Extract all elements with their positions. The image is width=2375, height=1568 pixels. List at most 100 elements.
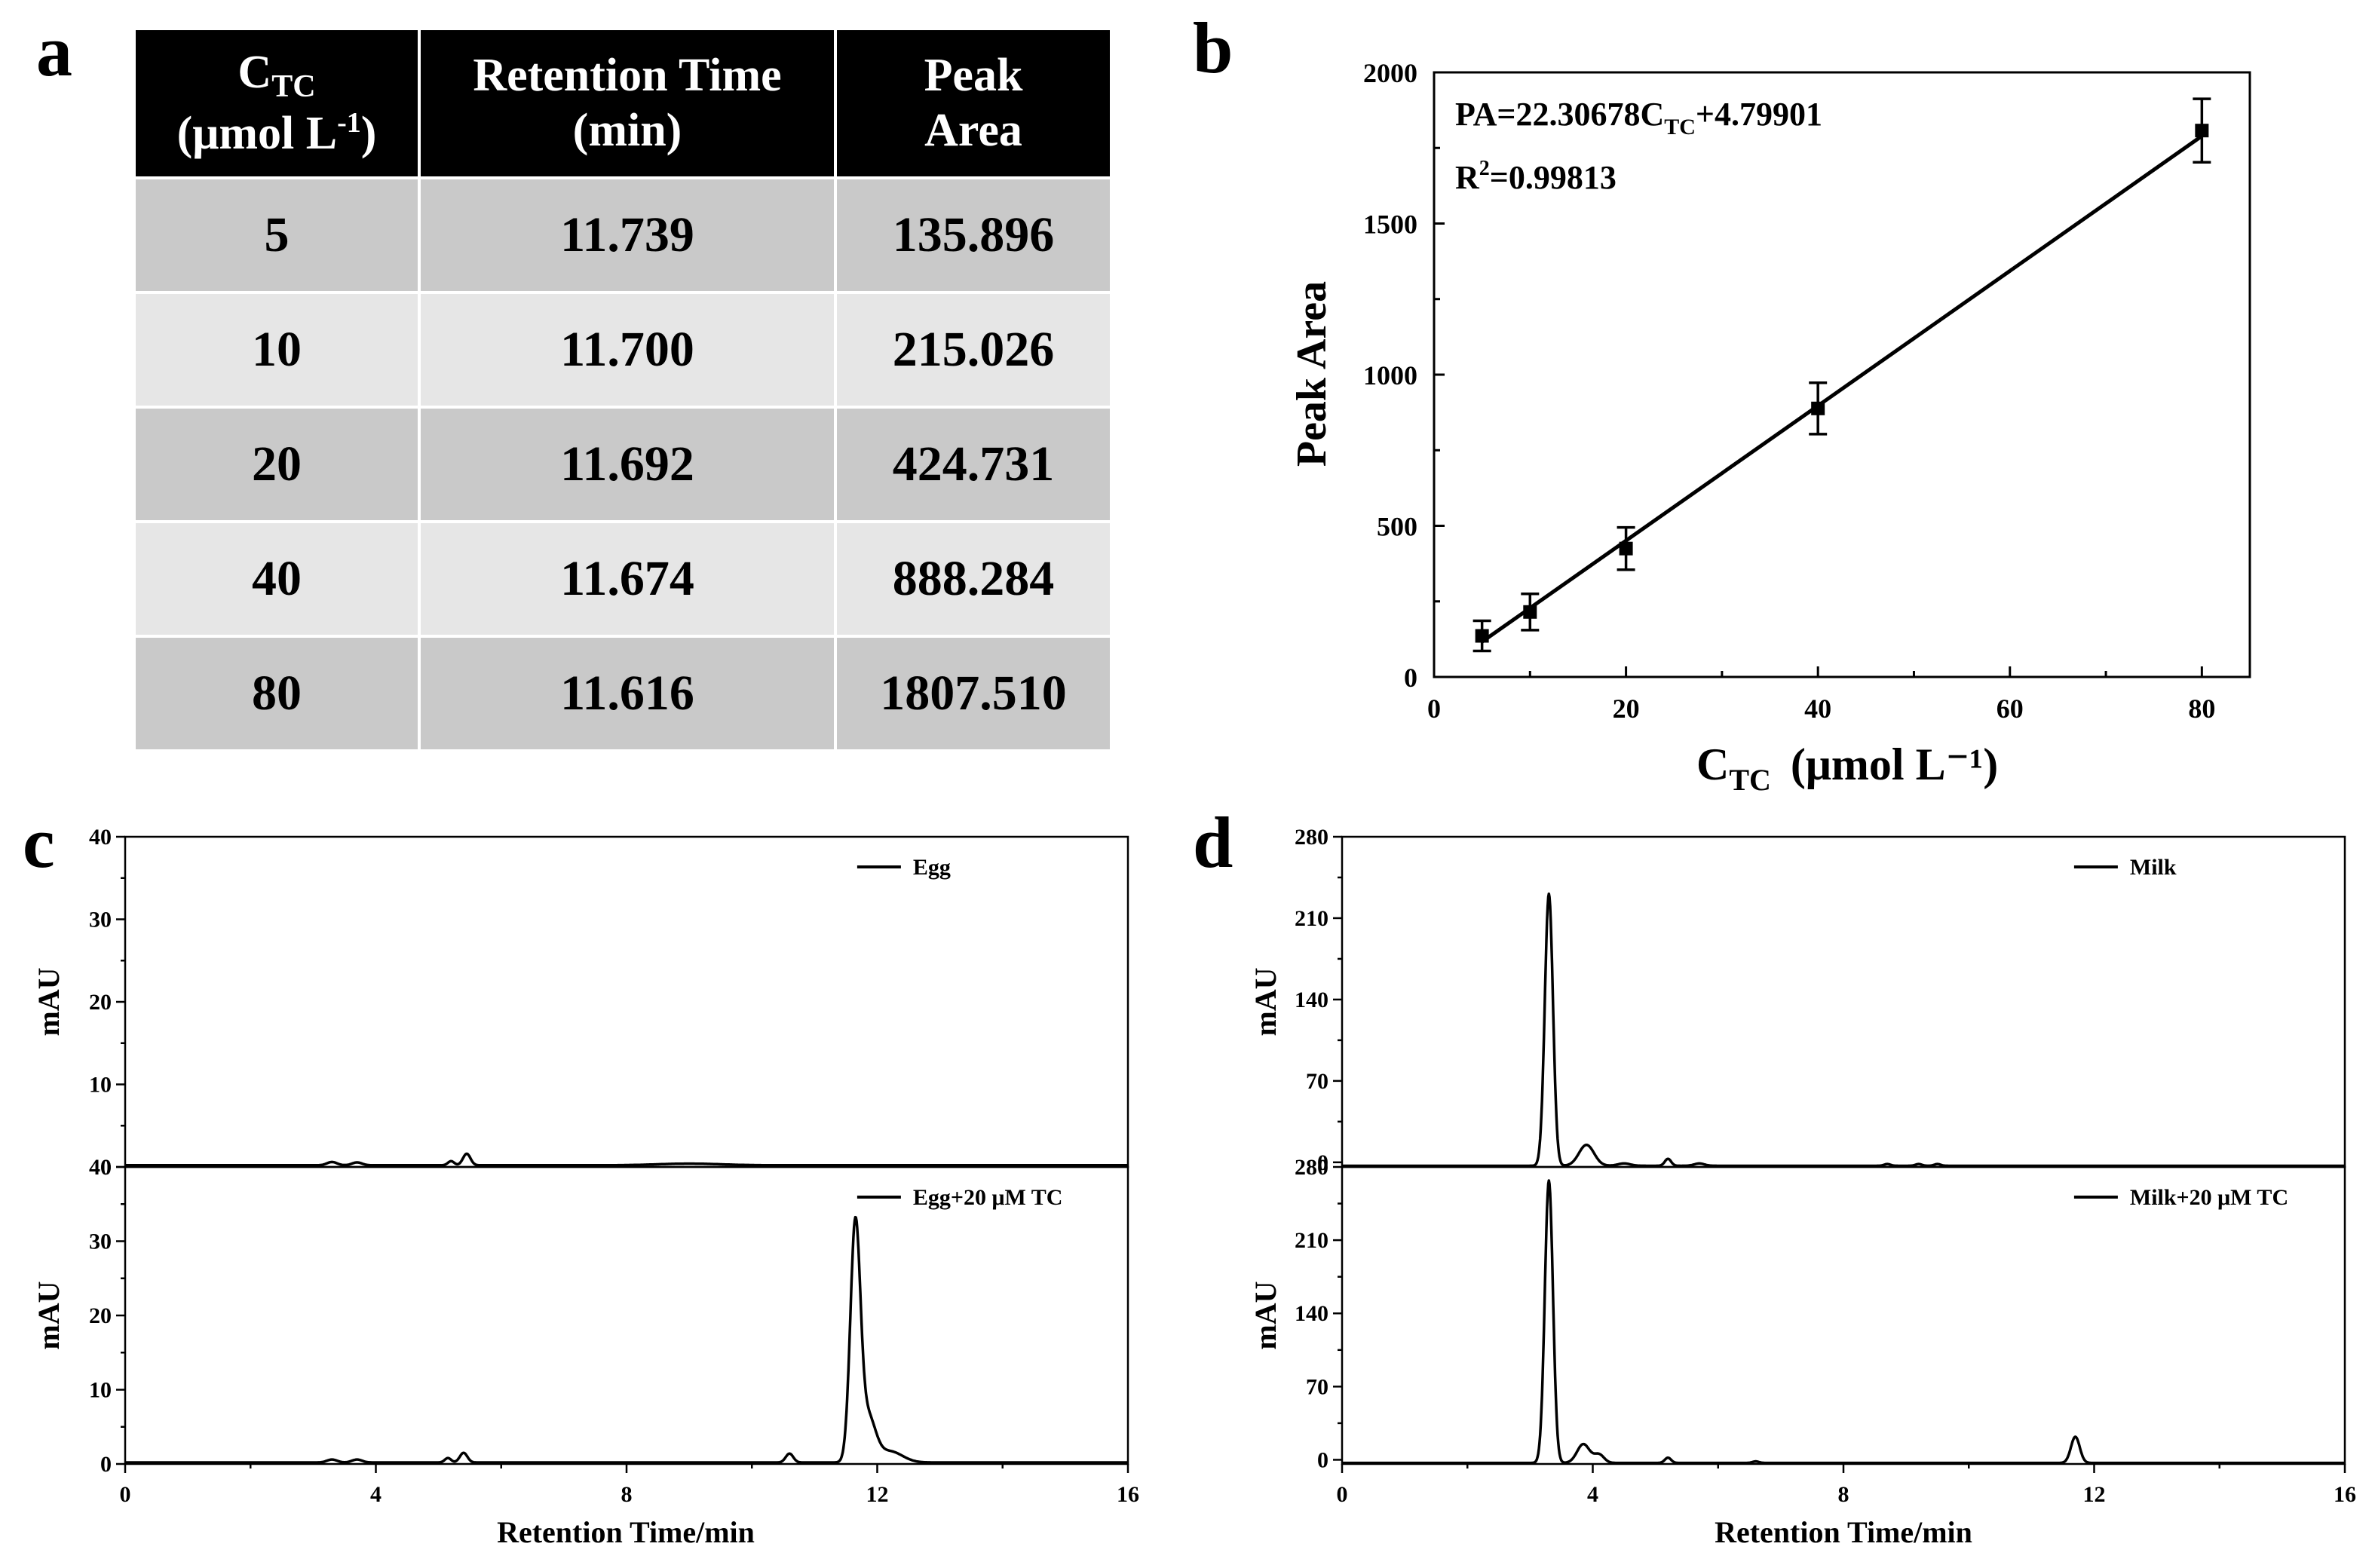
- y-tick-label: 70: [1306, 1374, 1328, 1399]
- cell-concentration: 40: [133, 520, 421, 638]
- y-tick-label: 140: [1295, 988, 1328, 1012]
- table-row: 80 11.616 1807.510: [133, 635, 1113, 752]
- y-tick-label: 40: [89, 825, 112, 850]
- panel-label-a: a: [36, 11, 72, 91]
- header-peak-label: Peak: [924, 49, 1023, 101]
- x-axis-label: CTC (μmol L⁻¹): [1696, 740, 1998, 797]
- y-axis-label: mAU: [1249, 967, 1282, 1036]
- chromatogram-trace: [124, 1215, 1129, 1464]
- y-tick-label: 2000: [1363, 58, 1417, 88]
- table-row: 40 11.674 888.284: [133, 520, 1113, 638]
- calibration-table: CTC (μmol L-1) Retention Time (min) Peak…: [133, 27, 1113, 752]
- header-peak-unit: Area: [924, 105, 1022, 156]
- x-axis-label: Retention Time/min: [497, 1515, 755, 1549]
- subplot-frame: [1341, 835, 2346, 1168]
- cell-peak-area: 1807.510: [834, 635, 1113, 752]
- header-concentration: CTC (μmol L-1): [133, 27, 421, 179]
- x-tick-label: 0: [1427, 694, 1441, 724]
- chromatogram-trace: [124, 1152, 1129, 1167]
- y-tick-label: 20: [89, 990, 112, 1015]
- x-tick-label: 20: [1613, 694, 1640, 724]
- cell-retention: 11.692: [418, 406, 837, 523]
- cell-concentration: 10: [133, 291, 421, 409]
- y-tick-label: 30: [89, 908, 112, 933]
- y-tick-label: 210: [1295, 906, 1328, 931]
- panel-label-c: c: [23, 802, 55, 883]
- cell-concentration: 20: [133, 406, 421, 523]
- y-tick-label: 280: [1295, 1155, 1328, 1180]
- cell-peak-area: 135.896: [834, 176, 1113, 294]
- y-tick-label: 40: [89, 1155, 112, 1180]
- y-tick-label: 0: [1317, 1447, 1328, 1472]
- y-tick-label: 500: [1377, 512, 1417, 542]
- y-tick-label: 280: [1295, 825, 1328, 850]
- fit-line: [1481, 134, 2203, 644]
- y-tick-label: 10: [89, 1378, 112, 1403]
- cell-retention: 11.739: [418, 176, 837, 294]
- data-point: [1811, 401, 1825, 415]
- cell-peak-area: 215.026: [834, 291, 1113, 409]
- cell-concentration: 80: [133, 635, 421, 752]
- r-squared-text: R2=0.99813: [1455, 157, 1617, 196]
- header-c-unit-post: ): [360, 107, 377, 159]
- cell-peak-area: 424.731: [834, 406, 1113, 523]
- cell-retention: 11.700: [418, 291, 837, 409]
- data-point: [2195, 124, 2209, 138]
- cell-retention: 11.674: [418, 520, 837, 638]
- y-tick-label: 1500: [1363, 210, 1417, 240]
- header-retention: Retention Time (min): [418, 27, 837, 179]
- cell-retention: 11.616: [418, 635, 837, 752]
- data-point: [1619, 541, 1633, 556]
- legend-label: Egg+20 μM TC: [913, 1185, 1063, 1210]
- header-c-main: C: [238, 47, 272, 99]
- x-tick-label: 60: [1997, 694, 2024, 724]
- y-axis-label: Peak Area: [1289, 281, 1335, 467]
- y-axis-label: mAU: [1249, 1281, 1282, 1349]
- x-tick-label: 0: [1337, 1482, 1348, 1507]
- y-tick-label: 70: [1306, 1069, 1328, 1094]
- table-row: 10 11.700 215.026: [133, 291, 1113, 409]
- y-tick-label: 30: [89, 1230, 112, 1254]
- header-c-unit-pre: (μmol L: [176, 107, 338, 159]
- y-axis-label: mAU: [32, 967, 66, 1036]
- x-tick-label: 4: [370, 1482, 382, 1507]
- x-tick-label: 0: [120, 1482, 131, 1507]
- x-tick-label: 8: [1838, 1482, 1849, 1507]
- x-axis-label: Retention Time/min: [1715, 1515, 1972, 1549]
- y-tick-label: 0: [100, 1155, 112, 1180]
- table-row: 20 11.692 424.731: [133, 406, 1113, 523]
- panel-label-b: b: [1193, 8, 1233, 88]
- y-tick-label: 0: [1317, 1150, 1328, 1175]
- x-tick-label: 16: [1117, 1482, 1139, 1507]
- y-axis-label: mAU: [32, 1281, 66, 1349]
- x-tick-label: 4: [1587, 1482, 1598, 1507]
- data-point: [1523, 605, 1537, 619]
- x-tick-label: 80: [2188, 694, 2215, 724]
- legend-label: Egg: [913, 855, 951, 880]
- x-tick-label: 40: [1804, 694, 1831, 724]
- data-point: [1475, 629, 1489, 643]
- table-header-row: CTC (μmol L-1) Retention Time (min) Peak…: [133, 27, 1113, 179]
- y-tick-label: 0: [100, 1452, 112, 1477]
- cell-concentration: 5: [133, 176, 421, 294]
- header-retention-label: Retention Time: [473, 49, 782, 101]
- cell-peak-area: 888.284: [834, 520, 1113, 638]
- y-tick-label: 1000: [1363, 360, 1417, 390]
- panel-label-d: d: [1193, 802, 1233, 883]
- header-c-sub: TC: [271, 69, 316, 105]
- y-tick-label: 20: [89, 1303, 112, 1328]
- subplot-frame: [1341, 1165, 2346, 1465]
- header-retention-unit: (min): [572, 105, 682, 156]
- chromatogram-trace: [1341, 1179, 2346, 1465]
- x-tick-label: 8: [621, 1482, 633, 1507]
- equation-text: PA=22.30678CTC+4.79901: [1455, 96, 1822, 139]
- header-peak-area: Peak Area: [834, 27, 1113, 179]
- y-tick-label: 0: [1404, 663, 1417, 693]
- legend-label: Milk: [2130, 855, 2177, 880]
- y-tick-label: 10: [89, 1073, 112, 1098]
- header-c-unit-sup: -1: [337, 106, 361, 139]
- x-tick-label: 12: [866, 1482, 889, 1507]
